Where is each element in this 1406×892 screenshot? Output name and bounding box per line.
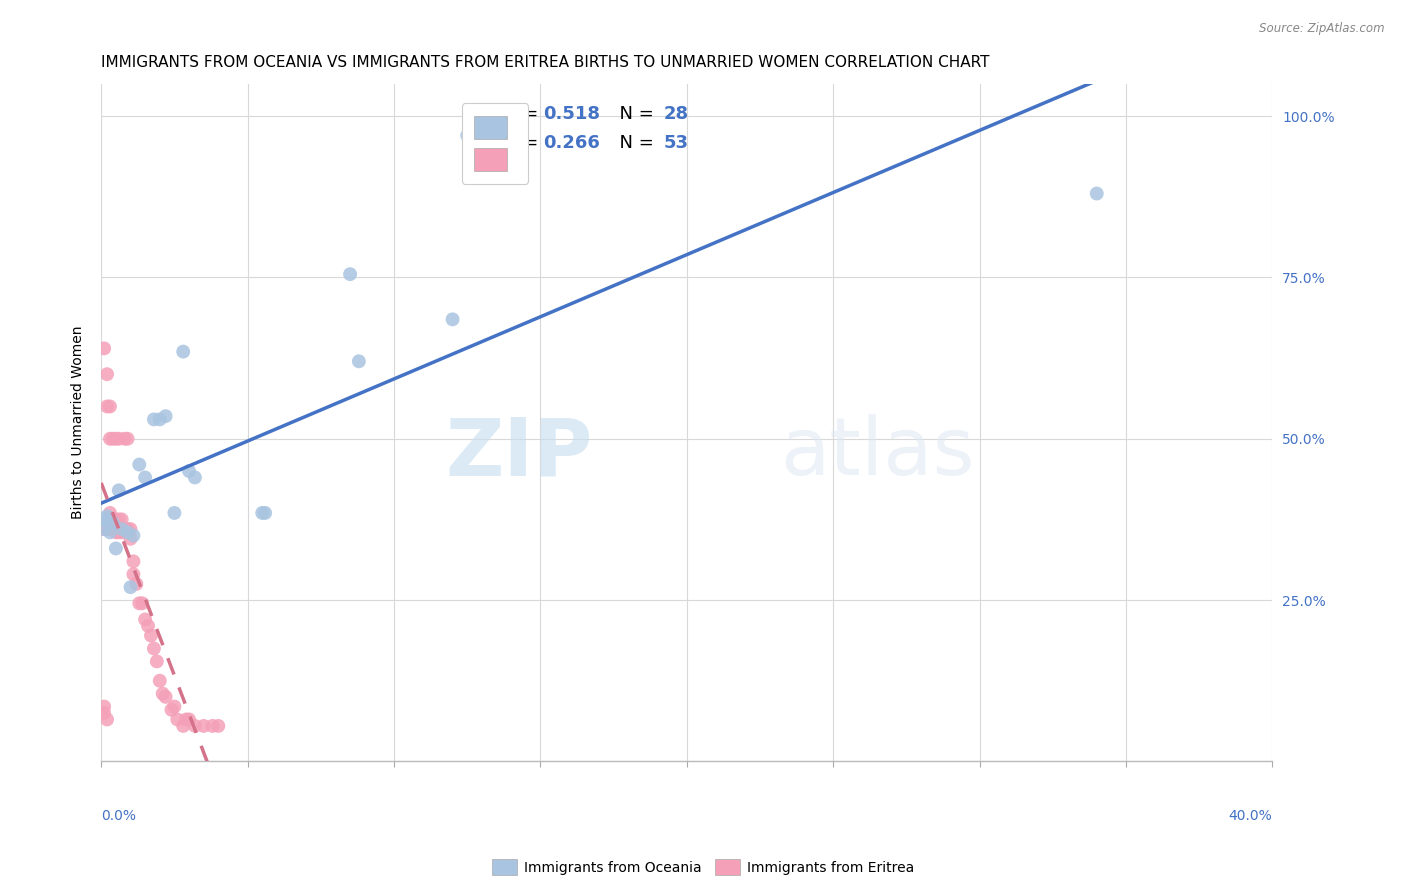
Point	[441, 312, 464, 326]
Point	[93, 342, 115, 356]
Point	[114, 522, 136, 536]
Point	[96, 522, 118, 536]
Point	[149, 673, 172, 688]
Point	[134, 470, 156, 484]
Point	[101, 432, 124, 446]
Point	[142, 412, 165, 426]
Point	[101, 522, 124, 536]
Legend: Immigrants from Oceania, Immigrants from Eritrea: Immigrants from Oceania, Immigrants from…	[486, 854, 920, 880]
Point	[174, 713, 197, 727]
Text: 0.0%: 0.0%	[101, 809, 136, 822]
Point	[93, 522, 115, 536]
Text: 53: 53	[664, 135, 689, 153]
Point	[111, 525, 134, 540]
Point	[184, 470, 207, 484]
Point	[254, 506, 277, 520]
Point	[98, 512, 121, 526]
Text: 0.518: 0.518	[543, 105, 600, 123]
Text: R =: R =	[505, 135, 544, 153]
Point	[104, 432, 127, 446]
Point	[152, 687, 174, 701]
Point	[98, 522, 121, 536]
Point	[142, 641, 165, 656]
Point	[177, 464, 200, 478]
Point	[93, 706, 115, 720]
Point	[184, 719, 207, 733]
Point	[93, 522, 115, 536]
Point	[104, 525, 127, 540]
Y-axis label: Births to Unmarried Women: Births to Unmarried Women	[72, 326, 86, 519]
Point	[163, 506, 186, 520]
Point	[96, 400, 118, 414]
Point	[166, 713, 188, 727]
Text: atlas: atlas	[780, 414, 974, 492]
Point	[339, 267, 361, 281]
Point	[117, 522, 139, 536]
Point	[128, 596, 150, 610]
Point	[111, 522, 134, 536]
Point	[114, 432, 136, 446]
Point	[207, 719, 229, 733]
Point	[172, 719, 194, 733]
Point	[104, 541, 127, 556]
Text: 40.0%: 40.0%	[1229, 809, 1272, 822]
Point	[93, 512, 115, 526]
Point	[98, 506, 121, 520]
Point	[149, 412, 172, 426]
Point	[125, 577, 148, 591]
Point	[160, 703, 183, 717]
Point	[107, 483, 129, 498]
Point	[96, 512, 118, 526]
Point	[456, 128, 478, 143]
Point	[172, 344, 194, 359]
Point	[101, 516, 124, 530]
Point	[122, 528, 145, 542]
Point	[96, 509, 118, 524]
Text: 0.266: 0.266	[543, 135, 599, 153]
Point	[136, 619, 159, 633]
Text: ZIP: ZIP	[446, 414, 593, 492]
Point	[101, 512, 124, 526]
Point	[146, 654, 169, 668]
Point	[134, 612, 156, 626]
Point	[120, 580, 142, 594]
Point	[155, 690, 177, 704]
Point	[177, 713, 200, 727]
Point	[122, 567, 145, 582]
Point	[139, 629, 162, 643]
Point	[117, 432, 139, 446]
Point	[120, 522, 142, 536]
Point	[96, 368, 118, 382]
Text: N =: N =	[609, 105, 659, 123]
Point	[120, 532, 142, 546]
Point	[111, 512, 134, 526]
Point	[131, 596, 153, 610]
Point	[96, 713, 118, 727]
Point	[98, 525, 121, 540]
Point	[163, 699, 186, 714]
Point	[98, 432, 121, 446]
Point	[117, 525, 139, 540]
Text: IMMIGRANTS FROM OCEANIA VS IMMIGRANTS FROM ERITREA BIRTHS TO UNMARRIED WOMEN COR: IMMIGRANTS FROM OCEANIA VS IMMIGRANTS FR…	[101, 55, 990, 70]
Point	[107, 512, 129, 526]
Text: Source: ZipAtlas.com: Source: ZipAtlas.com	[1260, 22, 1385, 36]
Point	[122, 554, 145, 568]
Point	[93, 699, 115, 714]
Point	[98, 400, 121, 414]
Point	[107, 525, 129, 540]
Point	[1085, 186, 1108, 201]
Point	[107, 432, 129, 446]
Legend: , : ,	[461, 103, 529, 184]
Point	[104, 512, 127, 526]
Point	[252, 506, 274, 520]
Text: N =: N =	[609, 135, 659, 153]
Text: R =: R =	[505, 105, 544, 123]
Point	[155, 409, 177, 424]
Point	[201, 719, 224, 733]
Point	[193, 719, 215, 733]
Point	[128, 458, 150, 472]
Text: 28: 28	[664, 105, 689, 123]
Point	[347, 354, 370, 368]
